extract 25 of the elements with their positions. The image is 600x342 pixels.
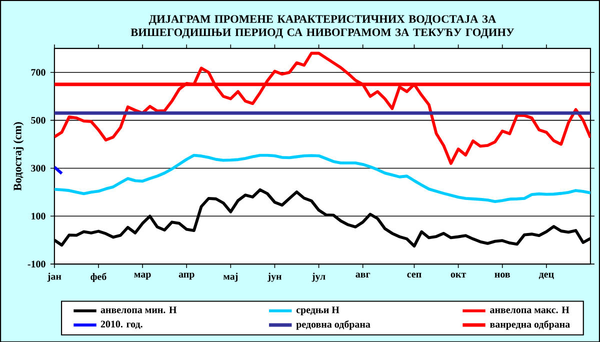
x-tick-label: мај: [223, 272, 238, 282]
x-tick-label: феб: [90, 272, 106, 282]
x-tick-label: јан: [47, 272, 62, 282]
x-tick-label: дец: [538, 272, 554, 279]
x-tick-label: окт: [450, 272, 466, 278]
legend-label: анвелопа макс. H: [490, 306, 570, 314]
y-tick-label: -100: [28, 260, 46, 268]
x-tick-label: сеп: [407, 272, 422, 278]
x-tick-label: јул: [312, 272, 326, 282]
y-tick-label: 700: [31, 68, 46, 76]
legend-label: ванредна одбрана: [490, 320, 570, 330]
x-tick-label: нов: [494, 272, 510, 278]
y-tick-label: 100: [32, 212, 46, 220]
legend-label: редовна одбрана: [296, 320, 370, 330]
y-axis-title: Водостај (cm): [13, 122, 24, 190]
legend-label: средњи H: [296, 306, 340, 316]
legend-label: 2010. год.: [100, 320, 142, 329]
y-tick-label: 500: [31, 116, 46, 124]
x-tick-label: мар: [134, 272, 151, 280]
x-tick-label: апр: [178, 272, 194, 280]
x-tick-label: авг: [356, 272, 370, 278]
legend-label: анвелопа мин. H: [100, 306, 177, 314]
x-tick-label: јун: [268, 272, 282, 282]
chart-title: ДИЈАГРАМ ПРОМЕНЕ КАРАКТЕРИСТИЧНИХ ВОДОСТАЈА ЗА ВИШЕГОДИШЊИ ПЕРИОД СА НИВОГРАМОМ ЗА ТЕКУЋУ ГОДИНУ: [130, 14, 514, 38]
y-tick-label: 300: [31, 164, 46, 172]
